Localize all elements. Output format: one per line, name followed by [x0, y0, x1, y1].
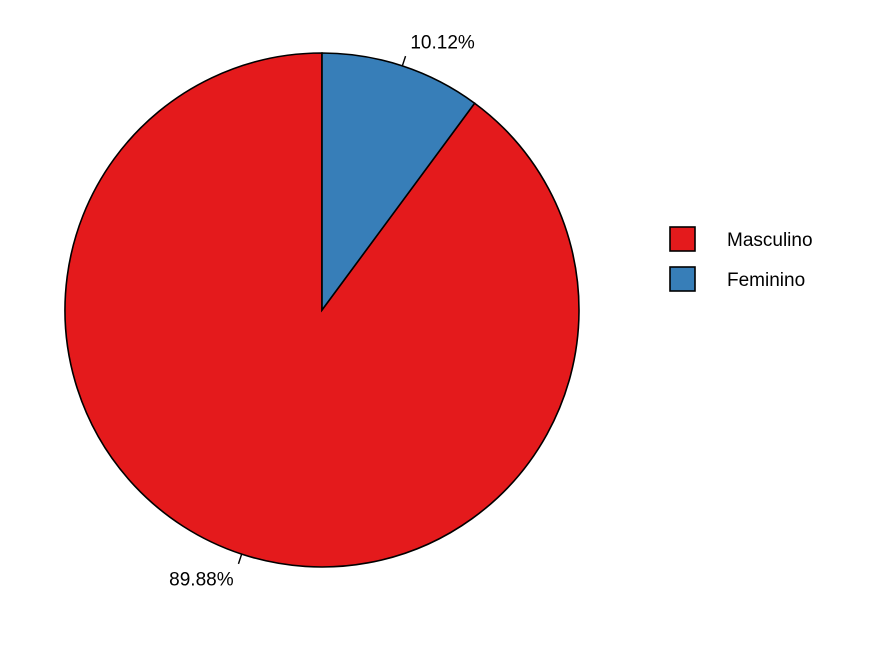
legend-label-feminino: Feminino	[727, 270, 805, 291]
pie-label-masculino: 89.88%	[169, 570, 234, 591]
leader-line-masculino	[237, 553, 243, 565]
pie-slice-masculino	[64, 52, 580, 568]
legend-swatch-feminino	[669, 266, 696, 292]
leader-line-feminino	[401, 55, 407, 67]
pie-labels: 89.88% 10.12%	[169, 32, 475, 590]
pie-label-leader-lines	[237, 55, 407, 565]
pie-slices	[64, 52, 580, 568]
legend: Masculino Feminino	[669, 226, 813, 292]
legend-swatch-masculino	[669, 226, 696, 252]
legend-label-masculino: Masculino	[727, 230, 813, 251]
pie-slice-feminino	[321, 52, 476, 313]
pie-label-feminino: 10.12%	[410, 32, 475, 53]
